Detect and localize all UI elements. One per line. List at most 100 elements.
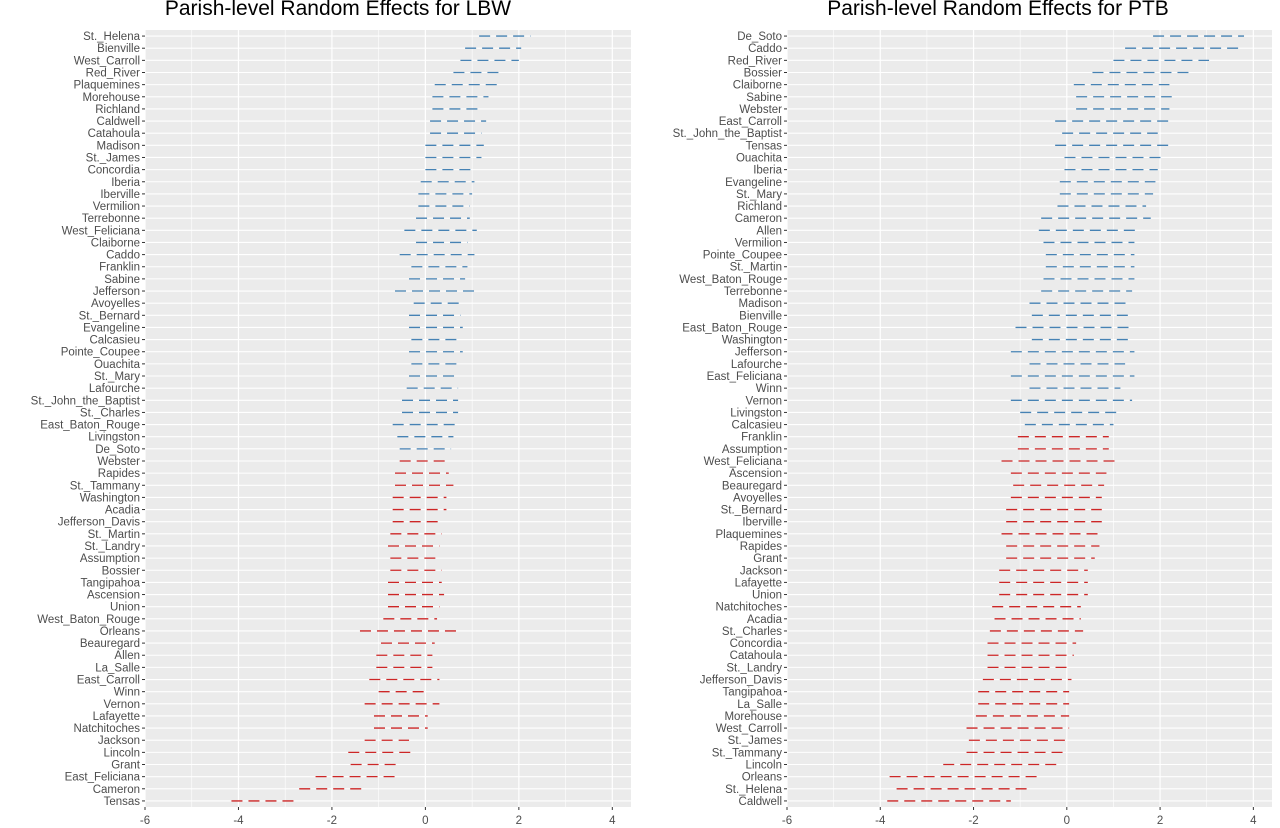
- lbw-y-tick-label: Catahoula: [88, 128, 141, 140]
- lbw-y-tick-label: Vermilion: [93, 201, 140, 213]
- lbw-y-tick-label: Iberia: [111, 177, 140, 189]
- ptb-x-tick-label: -6: [782, 815, 792, 827]
- lbw-y-tick-label: Orleans: [100, 626, 141, 638]
- lbw-y-tick-label: Rapides: [98, 468, 140, 480]
- ptb-y-tick-label: Natchitoches: [716, 602, 783, 614]
- lbw-y-tick-label: Richland: [95, 104, 140, 116]
- lbw-y-tick-label: Ouachita: [94, 359, 141, 371]
- lbw-y-tick-label: St._James: [86, 152, 141, 164]
- ptb-y-tick-label: Vermilion: [735, 237, 782, 249]
- ptb-y-tick-label: East_Feliciana: [707, 371, 783, 383]
- lbw-x-tick-label: -6: [140, 815, 150, 827]
- ptb-y-tick-label: Caldwell: [739, 796, 782, 808]
- lbw-y-tick-label: Tangipahoa: [81, 577, 141, 589]
- lbw-chart-title: Parish-level Random Effects for LBW: [164, 0, 512, 20]
- lbw-y-tick-label: Bossier: [102, 565, 141, 577]
- lbw-y-tick-label: Vernon: [104, 699, 140, 711]
- ptb-y-tick-label: Sabine: [746, 92, 782, 104]
- ptb-y-tick-label: Assumption: [722, 444, 782, 456]
- ptb-y-tick-label: Avoyelles: [733, 492, 782, 504]
- lbw-y-tick-label: Allen: [114, 650, 140, 662]
- lbw-y-tick-label: Franklin: [99, 262, 140, 274]
- lbw-y-tick-label: Tensas: [104, 796, 141, 808]
- lbw-x-tick-label: -4: [233, 815, 244, 827]
- ptb-y-tick-label: St._Helena: [725, 784, 783, 796]
- lbw-y-tick-label: Union: [110, 602, 140, 614]
- lbw-y-tick-label: Livingston: [88, 432, 140, 444]
- lbw-y-tick-label: Lafayette: [93, 711, 140, 723]
- ptb-x-tick-label: 0: [1064, 815, 1070, 827]
- lbw-x-tick-label: -2: [327, 815, 337, 827]
- ptb-y-tick-label: Grant: [753, 553, 783, 565]
- lbw-y-tick-label: Evangeline: [83, 322, 140, 334]
- ptb-y-tick-label: Evangeline: [725, 177, 782, 189]
- lbw-y-tick-label: Red_River: [86, 67, 140, 79]
- lbw-y-tick-label: Terrebonne: [82, 213, 140, 225]
- ptb-y-tick-label: Lafayette: [735, 577, 782, 589]
- lbw-y-tick-label: Avoyelles: [91, 298, 140, 310]
- lbw-y-tick-label: St._Martin: [88, 529, 140, 541]
- ptb-y-tick-label: Claiborne: [733, 80, 782, 92]
- lbw-y-tick-label: La_Salle: [95, 662, 140, 674]
- lbw-y-tick-label: Webster: [97, 456, 140, 468]
- lbw-y-tick-label: Washington: [80, 492, 140, 504]
- ptb-y-tick-label: Caddo: [748, 43, 782, 55]
- ptb-y-tick-label: Cameron: [735, 213, 782, 225]
- ptb-y-tick-label: St._Bernard: [721, 505, 782, 517]
- ptb-y-tick-label: Catahoula: [730, 650, 783, 662]
- lbw-x-tick-label: 4: [609, 815, 616, 827]
- lbw-y-tick-label: St._Tammany: [70, 480, 141, 492]
- ptb-y-tick-label: Jackson: [740, 565, 782, 577]
- ptb-y-tick-label: St._Landry: [726, 662, 782, 674]
- ptb-y-tick-label: Tensas: [746, 140, 783, 152]
- ptb-y-tick-label: Beauregard: [722, 480, 782, 492]
- ptb-y-tick-label: Iberia: [753, 165, 782, 177]
- lbw-y-tick-label: St._Landry: [84, 541, 140, 553]
- lbw-y-tick-label: St._Mary: [94, 371, 140, 383]
- lbw-y-tick-label: St._John_the_Baptist: [31, 395, 141, 407]
- lbw-y-tick-label: Cameron: [93, 784, 140, 796]
- lbw-y-tick-label: Natchitoches: [74, 723, 141, 735]
- ptb-y-tick-label: Winn: [756, 383, 782, 395]
- lbw-chart-panel: Parish-level Random Effects for LBW St._…: [31, 0, 631, 827]
- lbw-y-tick-label: Calcasieu: [90, 335, 141, 347]
- ptb-y-tick-label: Ouachita: [736, 152, 783, 164]
- lbw-y-tick-label: Pointe_Coupee: [61, 347, 140, 359]
- ptb-chart: De_SotoCaddoRed_RiverBossierClaiborneSab…: [673, 30, 1272, 827]
- ptb-y-tick-label: La_Salle: [737, 699, 782, 711]
- ptb-x-tick-label: -2: [968, 815, 978, 827]
- lbw-y-tick-label: Jefferson: [93, 286, 140, 298]
- lbw-y-tick-label: Ascension: [87, 590, 140, 602]
- lbw-y-tick-label: Winn: [114, 687, 140, 699]
- ptb-y-tick-label: East_Carroll: [719, 116, 782, 128]
- ptb-y-tick-label: Washington: [722, 335, 782, 347]
- ptb-y-tick-label: Franklin: [741, 432, 782, 444]
- lbw-y-tick-label: Bienville: [97, 43, 140, 55]
- lbw-y-tick-label: Caddo: [106, 250, 140, 262]
- lbw-y-tick-label: East_Baton_Rouge: [40, 420, 140, 432]
- lbw-y-tick-label: Jackson: [98, 735, 140, 747]
- lbw-y-tick-label: Acadia: [105, 505, 141, 517]
- ptb-y-tick-label: Terrebonne: [724, 286, 782, 298]
- ptb-y-tick-label: West_Baton_Rouge: [679, 274, 782, 286]
- lbw-y-tick-label: West_Baton_Rouge: [37, 614, 140, 626]
- lbw-y-tick-label: Concordia: [88, 165, 141, 177]
- lbw-y-tick-label: Lincoln: [104, 747, 140, 759]
- lbw-y-tick-label: Claiborne: [91, 237, 140, 249]
- lbw-y-tick-label: St._Bernard: [79, 310, 140, 322]
- ptb-x-tick-label: 4: [1250, 815, 1257, 827]
- lbw-x-tick-label: 0: [422, 815, 428, 827]
- ptb-y-tick-label: Bossier: [744, 67, 783, 79]
- lbw-y-tick-label: Lafourche: [89, 383, 140, 395]
- lbw-x-tick-label: 2: [516, 815, 522, 827]
- ptb-x-tick-label: -4: [875, 815, 886, 827]
- ptb-y-tick-label: Calcasieu: [732, 420, 783, 432]
- ptb-y-tick-label: St._Charles: [722, 626, 782, 638]
- ptb-y-tick-label: Bienville: [739, 310, 782, 322]
- ptb-y-tick-label: Rapides: [740, 541, 782, 553]
- ptb-y-tick-label: West_Feliciana: [704, 456, 783, 468]
- ptb-x-tick-label: 2: [1157, 815, 1163, 827]
- ptb-y-tick-label: Pointe_Coupee: [703, 250, 782, 262]
- ptb-y-tick-label: Morehouse: [724, 711, 782, 723]
- lbw-y-tick-label: Iberville: [100, 189, 140, 201]
